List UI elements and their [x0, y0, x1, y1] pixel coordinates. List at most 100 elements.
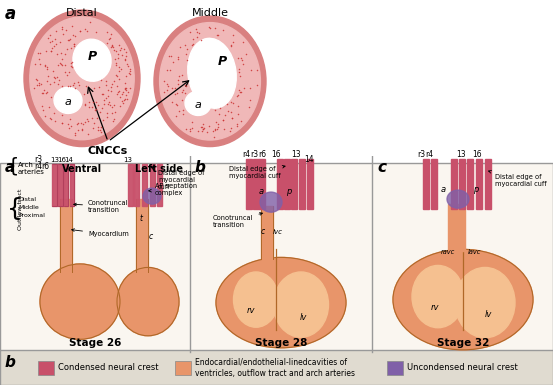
Point [196, 124, 205, 130]
Point [97, 77, 106, 83]
Point [178, 72, 186, 78]
Point [116, 94, 124, 100]
Point [80, 102, 89, 108]
Polygon shape [476, 159, 482, 209]
Point [182, 57, 191, 63]
Point [36, 50, 45, 56]
Point [117, 90, 126, 97]
Point [118, 97, 127, 104]
Point [67, 22, 76, 28]
Polygon shape [467, 159, 473, 209]
Point [171, 113, 180, 119]
Point [108, 42, 117, 49]
Point [197, 128, 206, 134]
Point [179, 107, 187, 114]
Point [39, 90, 48, 96]
Point [226, 99, 235, 105]
Point [65, 69, 74, 75]
Point [103, 40, 112, 46]
Point [49, 110, 58, 117]
Point [182, 83, 191, 89]
Point [79, 121, 88, 127]
Point [94, 124, 103, 130]
Point [47, 94, 56, 100]
Point [181, 51, 190, 57]
Polygon shape [58, 164, 63, 206]
Point [237, 89, 246, 95]
Bar [0, 350, 553, 385]
Point [80, 119, 89, 125]
Point [78, 126, 87, 132]
Point [46, 32, 55, 38]
Point [121, 95, 130, 102]
Ellipse shape [54, 87, 82, 114]
Point [208, 128, 217, 134]
Point [178, 97, 186, 103]
Point [219, 126, 228, 132]
Point [245, 85, 254, 91]
Point [58, 24, 66, 30]
Point [51, 35, 60, 42]
Point [197, 124, 206, 130]
Point [41, 114, 50, 120]
Point [92, 106, 101, 112]
Point [218, 117, 227, 123]
Point [122, 74, 131, 80]
Point [213, 32, 222, 38]
Ellipse shape [455, 268, 515, 338]
Ellipse shape [233, 272, 279, 327]
Point [61, 69, 70, 75]
Point [112, 91, 121, 97]
Point [102, 78, 111, 84]
Point [67, 64, 76, 70]
Point [168, 85, 177, 91]
Point [168, 99, 176, 105]
Point [82, 116, 91, 122]
Point [121, 49, 130, 55]
Point [52, 51, 61, 57]
Point [106, 35, 114, 41]
Text: c: c [261, 227, 265, 236]
Point [64, 37, 73, 43]
Point [119, 97, 128, 104]
Point [108, 42, 117, 48]
Point [118, 52, 127, 58]
Point [58, 62, 66, 68]
Text: Left side: Left side [135, 164, 183, 174]
Text: P: P [87, 50, 97, 63]
Point [104, 87, 113, 93]
Text: Myocardium: Myocardium [72, 229, 129, 237]
Point [111, 72, 120, 79]
Point [89, 99, 98, 105]
Point [102, 28, 111, 35]
Point [54, 62, 62, 69]
Point [163, 87, 172, 94]
Point [47, 116, 56, 122]
Point [107, 84, 116, 90]
Bar [175, 361, 191, 375]
Point [236, 73, 245, 79]
Ellipse shape [412, 265, 464, 328]
Point [108, 81, 117, 87]
Point [64, 83, 72, 89]
Point [233, 93, 242, 99]
Point [252, 67, 261, 73]
Text: AP septation
complex: AP septation complex [149, 182, 197, 196]
Point [87, 115, 96, 121]
Point [82, 82, 91, 89]
Point [126, 71, 135, 77]
Point [164, 83, 173, 89]
Point [225, 128, 234, 134]
Text: Distal edge of
myocardial
cuff: Distal edge of myocardial cuff [152, 167, 205, 190]
Point [174, 77, 182, 83]
Bar [387, 361, 403, 375]
Point [239, 39, 248, 45]
Point [244, 104, 253, 110]
Polygon shape [291, 159, 297, 209]
Point [211, 25, 220, 31]
Point [166, 67, 175, 73]
Text: c: c [149, 232, 153, 241]
Point [191, 26, 200, 32]
Point [70, 41, 79, 47]
Point [241, 50, 250, 57]
